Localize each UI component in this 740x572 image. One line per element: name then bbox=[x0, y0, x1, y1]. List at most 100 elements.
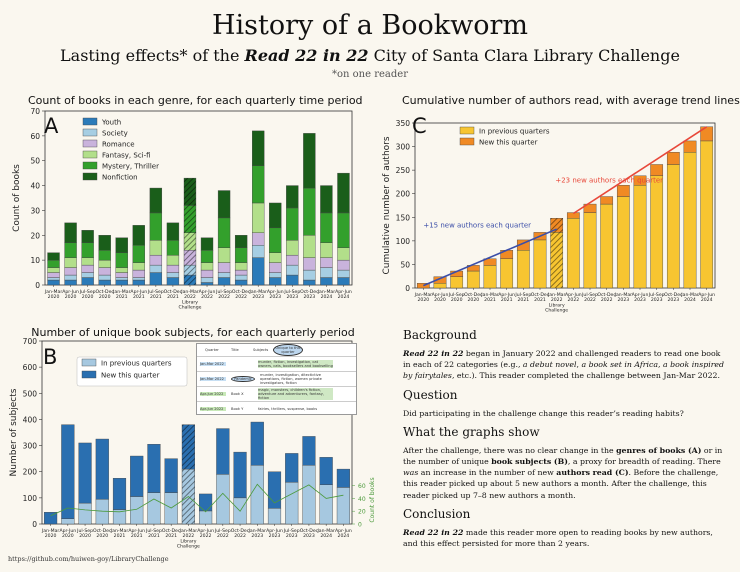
bar-segment bbox=[217, 217, 231, 248]
x-tick-label: 2020 bbox=[79, 533, 91, 539]
bar-segment bbox=[500, 258, 514, 289]
bar-segment bbox=[583, 212, 597, 289]
bar-segment bbox=[164, 458, 178, 493]
x-tick-label: Jul-Sep bbox=[76, 528, 93, 534]
bar-segment bbox=[47, 277, 60, 281]
legend-swatch bbox=[82, 150, 98, 159]
bar-segment bbox=[269, 202, 282, 229]
subtitle-text-1: Lasting effects* of the bbox=[60, 46, 245, 65]
x-tick-label: 2023 bbox=[269, 294, 281, 300]
bar-segment bbox=[98, 274, 111, 281]
trend-line bbox=[423, 228, 557, 287]
bar-segment bbox=[166, 222, 180, 241]
bar-segment bbox=[320, 242, 333, 258]
bar-segment bbox=[149, 240, 163, 256]
panel-letter-a: A bbox=[44, 114, 59, 138]
x-tick-label: Oct-Dec bbox=[93, 528, 112, 534]
x-tick-label: Apr-Jun bbox=[267, 289, 284, 295]
bar-segment bbox=[98, 249, 111, 261]
bar-segment bbox=[149, 187, 163, 214]
source-url[interactable]: https://github.com/huiwen-goy/LibraryCha… bbox=[8, 555, 169, 563]
inset-subjects: magic, monsters, children's fiction, adv… bbox=[258, 387, 333, 401]
bar-segment bbox=[200, 277, 214, 283]
x-tick-label: Apr-Jun bbox=[335, 528, 352, 534]
x-tick-label: 2020 bbox=[45, 533, 57, 539]
bar-segment bbox=[337, 172, 350, 214]
x-tick-label: 2021 bbox=[114, 533, 126, 539]
x-tick-label: Jul-Sep bbox=[79, 289, 96, 295]
x-tick-label: Apr-Jun bbox=[498, 292, 515, 298]
bar-segment bbox=[650, 175, 664, 289]
bar-hatch bbox=[184, 250, 196, 266]
x-tick-label: Jan-Mar bbox=[317, 289, 336, 295]
bar-segment bbox=[166, 254, 180, 266]
graphs-bold: book subjects (B) bbox=[491, 457, 568, 467]
bar-segment bbox=[47, 259, 60, 268]
bar-segment bbox=[600, 196, 614, 205]
bar-segment bbox=[115, 279, 128, 286]
x-tick-label: Jul-Sep bbox=[215, 289, 232, 295]
x-tick-label: Apr-Jun bbox=[632, 292, 649, 298]
x-tick-label: 2020 bbox=[48, 294, 60, 300]
x-tick-label: Jan-Mar bbox=[41, 528, 60, 534]
bar-segment bbox=[303, 269, 316, 281]
trend-line bbox=[572, 126, 708, 215]
x-tick-label: 2023 bbox=[651, 297, 663, 303]
bar-segment bbox=[217, 262, 231, 273]
y-axis-label: Count of books bbox=[12, 164, 22, 232]
x-tick-label: 2021 bbox=[165, 533, 177, 539]
bar-segment bbox=[252, 130, 265, 166]
bar-segment bbox=[200, 269, 214, 278]
graphs-emphasis: was bbox=[403, 468, 419, 478]
bar-segment bbox=[302, 464, 316, 525]
x-tick-label: 2022 bbox=[235, 294, 247, 300]
x-tick-label: Jan-Mar bbox=[414, 292, 433, 298]
legend-box bbox=[76, 356, 188, 387]
x-tick-label: Apr-Jun bbox=[130, 289, 147, 295]
footnote: *on one reader bbox=[332, 69, 408, 80]
x-tick-label: Jan-Mar bbox=[180, 289, 199, 295]
inset-quarter: Jan-Mar 2022 bbox=[200, 376, 226, 382]
x-tick-label: Jul-Sep bbox=[448, 292, 465, 298]
x-tick-label: Jan-Mar bbox=[547, 292, 566, 298]
bar-segment bbox=[98, 267, 111, 276]
bar-segment bbox=[115, 267, 128, 273]
bar-segment bbox=[132, 245, 145, 263]
x-tick-label: Oct-Dec bbox=[95, 289, 114, 295]
bar-segment bbox=[285, 453, 299, 483]
x-tick-label: Oct-Dec bbox=[300, 289, 319, 295]
bar-segment bbox=[633, 175, 647, 186]
legend-label: In previous quarters bbox=[101, 360, 172, 368]
count-of-books-line bbox=[50, 483, 344, 517]
bar-segment bbox=[95, 438, 109, 500]
bar-segment bbox=[149, 272, 163, 286]
bar-segment bbox=[166, 264, 180, 273]
bar-segment bbox=[61, 424, 75, 519]
bar-segment bbox=[217, 277, 231, 286]
y-axis-label: Cumulative number of authors bbox=[382, 136, 392, 274]
x-tick-label: Oct-Dec bbox=[300, 528, 319, 534]
bar-segment bbox=[516, 250, 530, 289]
x-tick-label: 2022 bbox=[234, 533, 246, 539]
bar-segment bbox=[336, 468, 350, 488]
x-tick-label: 2022 bbox=[217, 533, 229, 539]
bar-segment bbox=[132, 277, 145, 281]
bar-segment bbox=[337, 247, 350, 261]
background-emphasis: Read 22 in 22 bbox=[403, 349, 464, 358]
y-axis-label: Number of subjects bbox=[9, 388, 19, 476]
bar-segment bbox=[200, 249, 214, 263]
bar-segment bbox=[286, 254, 299, 266]
chart-a-title: Count of books in each genre, for each q… bbox=[28, 94, 363, 107]
x-tick-label: 2022 bbox=[183, 533, 195, 539]
bar-segment bbox=[64, 267, 77, 276]
bar-segment bbox=[217, 190, 231, 219]
inset-quarter: Jan-Mar 2022 bbox=[200, 361, 226, 367]
bar-segment bbox=[64, 242, 77, 258]
x-tick-label: 2023 bbox=[667, 297, 679, 303]
bar-segment bbox=[81, 230, 94, 243]
y-tick-label: 300 bbox=[23, 442, 38, 451]
question-paragraph: Did participating in the challenge chang… bbox=[403, 408, 684, 418]
bar-segment bbox=[320, 212, 333, 243]
page-subtitle: Lasting effects* of the Read 22 in 22 Ci… bbox=[0, 46, 740, 65]
x-tick-label: Jul-Sep bbox=[581, 292, 598, 298]
